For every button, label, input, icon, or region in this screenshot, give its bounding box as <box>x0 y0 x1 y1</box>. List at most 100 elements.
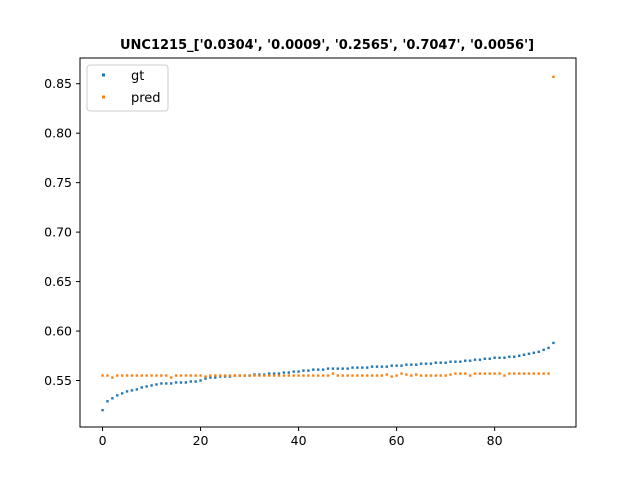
data-point-pred <box>297 374 300 377</box>
data-point-pred <box>478 372 482 375</box>
data-point-gt <box>317 368 320 371</box>
data-point-gt <box>106 400 109 403</box>
data-point-gt <box>424 362 428 365</box>
data-point-pred <box>522 372 526 375</box>
data-point-pred <box>243 374 246 377</box>
data-point-pred <box>351 374 354 377</box>
data-point-pred <box>375 374 379 377</box>
data-point-pred <box>287 374 290 377</box>
data-point-pred <box>517 372 521 375</box>
data-point-pred <box>272 374 276 377</box>
data-point-pred <box>145 374 148 377</box>
data-point-pred <box>542 372 545 375</box>
data-point-pred <box>209 374 212 377</box>
x-axis: 0 20 40 60 80 <box>99 427 503 448</box>
data-point-pred <box>101 374 104 377</box>
data-point-gt <box>483 357 487 360</box>
data-point-pred <box>326 374 330 377</box>
x-tick-label: 80 <box>487 433 503 448</box>
data-point-gt <box>120 392 124 395</box>
data-point-gt <box>189 380 192 383</box>
data-point-gt <box>145 385 148 388</box>
data-point-gt <box>415 363 418 366</box>
legend-label-gt: gt <box>131 69 144 84</box>
legend-marker-gt <box>102 73 105 77</box>
data-point-gt <box>155 383 158 386</box>
data-point-gt <box>385 365 389 368</box>
data-point-gt <box>370 365 374 368</box>
data-point-gt <box>459 360 462 363</box>
legend-label-pred: pred <box>131 91 161 106</box>
x-tick-label: 40 <box>291 433 307 448</box>
data-point-pred <box>307 374 310 377</box>
data-point-gt <box>375 365 379 368</box>
data-point-pred <box>356 374 359 377</box>
x-tick-label: 0 <box>99 433 107 448</box>
data-point-pred <box>258 374 261 377</box>
data-point-pred <box>341 374 344 377</box>
data-point-pred <box>439 374 442 377</box>
data-point-pred <box>503 374 506 377</box>
data-point-gt <box>508 355 511 358</box>
data-point-gt <box>419 362 423 365</box>
data-point-gt <box>346 367 349 370</box>
data-point-gt <box>542 348 545 352</box>
data-point-gt <box>184 381 188 384</box>
data-point-pred <box>454 372 457 375</box>
data-point-pred <box>238 374 241 377</box>
data-point-gt <box>517 354 521 357</box>
data-point-pred <box>434 374 438 377</box>
data-point-pred <box>189 374 192 377</box>
y-tick-label: 0.60 <box>44 324 72 339</box>
data-point-pred <box>199 374 202 377</box>
data-point-pred <box>385 373 389 376</box>
data-point-gt <box>194 380 197 383</box>
data-point-gt <box>125 390 129 393</box>
data-point-pred <box>155 374 158 377</box>
data-point-pred <box>253 374 256 377</box>
plot-area <box>101 75 555 412</box>
data-point-pred <box>125 374 129 377</box>
x-tick-label: 20 <box>193 433 209 448</box>
data-point-gt <box>341 367 344 370</box>
chart-title: UNC1215_['0.0304', '0.0009', '0.2565', '… <box>120 38 534 53</box>
data-point-gt <box>473 358 477 361</box>
data-point-gt <box>380 365 384 368</box>
data-point-pred <box>150 374 153 377</box>
data-point-gt <box>165 382 168 385</box>
data-point-gt <box>326 367 330 370</box>
legend-marker-pred <box>102 95 105 99</box>
data-point-gt <box>400 364 403 367</box>
data-point-pred <box>140 374 143 377</box>
data-point-pred <box>424 374 428 377</box>
axes-frame <box>79 57 577 428</box>
data-point-pred <box>116 374 119 377</box>
data-point-pred <box>336 374 339 377</box>
data-point-gt <box>140 386 143 389</box>
data-point-pred <box>194 374 197 377</box>
data-point-pred <box>179 374 183 377</box>
data-point-gt <box>174 381 178 384</box>
data-point-pred <box>537 372 540 375</box>
data-point-gt <box>307 369 310 372</box>
data-point-gt <box>179 381 183 384</box>
data-point-pred <box>513 372 516 375</box>
data-point-pred <box>468 374 472 377</box>
data-point-gt <box>449 360 452 363</box>
data-point-gt <box>272 372 276 375</box>
data-point-gt <box>405 363 408 366</box>
x-tick-label: 60 <box>389 433 405 448</box>
data-point-pred <box>135 374 139 377</box>
data-point-gt <box>522 353 526 356</box>
data-point-pred <box>483 372 487 375</box>
y-tick-label: 0.85 <box>44 76 72 91</box>
data-point-gt <box>150 384 153 387</box>
data-point-gt <box>209 376 212 379</box>
data-point-gt <box>312 368 315 371</box>
data-point-pred <box>547 372 550 375</box>
data-point-pred <box>498 372 501 375</box>
legend-box <box>86 64 169 112</box>
data-point-pred <box>331 372 335 375</box>
data-point-pred <box>277 374 281 377</box>
data-point-pred <box>233 374 237 377</box>
